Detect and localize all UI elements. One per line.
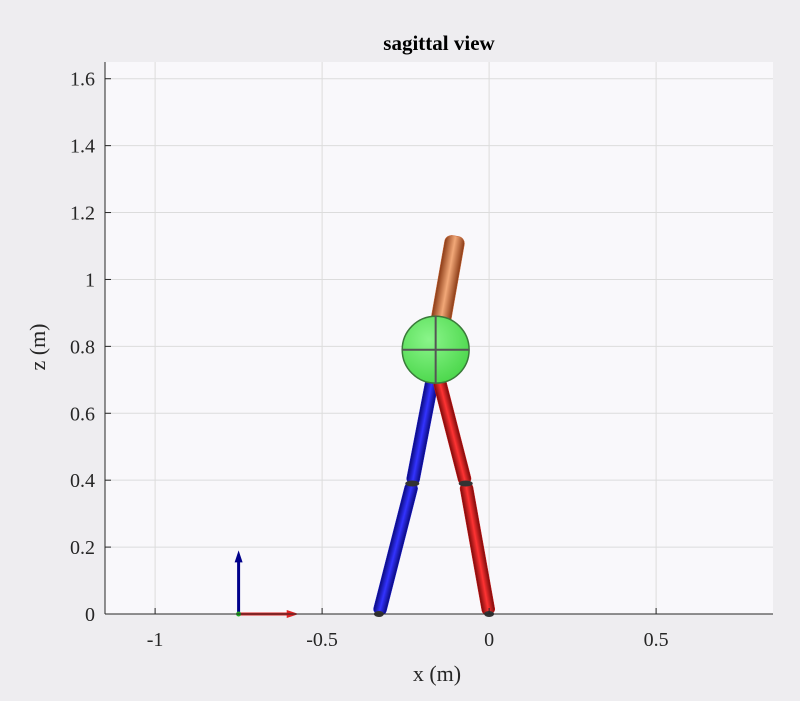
z-axis-arrowhead bbox=[234, 550, 243, 563]
x-tick-label: 0.5 bbox=[644, 629, 669, 651]
x-axis-label: x (m) bbox=[413, 661, 461, 686]
y-tick-label: 1 bbox=[85, 269, 95, 291]
axes-lines bbox=[104, 62, 773, 615]
x-tick-label: -0.5 bbox=[306, 629, 338, 651]
y-tick-label: 1.4 bbox=[70, 136, 95, 158]
y-tick-labels: 0 0.2 0.4 0.6 0.8 1 1.2 1.4 1.6 bbox=[70, 69, 95, 626]
y-axis-label: z (m) bbox=[25, 323, 50, 370]
y-tick-label: 1.2 bbox=[70, 203, 95, 225]
y-tick-label: 0.6 bbox=[70, 403, 95, 425]
stick-figure bbox=[373, 235, 496, 617]
y-tick-label: 1.6 bbox=[70, 69, 95, 91]
knee-joint bbox=[458, 480, 473, 487]
x-tick-label: -1 bbox=[147, 629, 164, 651]
y-tick-label: 0.8 bbox=[70, 336, 95, 358]
y-tick-label: 0 bbox=[85, 604, 95, 626]
x-tick-label: 0 bbox=[484, 629, 494, 651]
y-tick-label: 0.2 bbox=[70, 537, 95, 559]
y-tick-label: 0.4 bbox=[70, 470, 95, 492]
knee-joint bbox=[405, 480, 420, 487]
x-tick-labels: -1 -0.5 0 0.5 bbox=[147, 629, 669, 651]
chart-title: sagittal view bbox=[383, 31, 495, 55]
